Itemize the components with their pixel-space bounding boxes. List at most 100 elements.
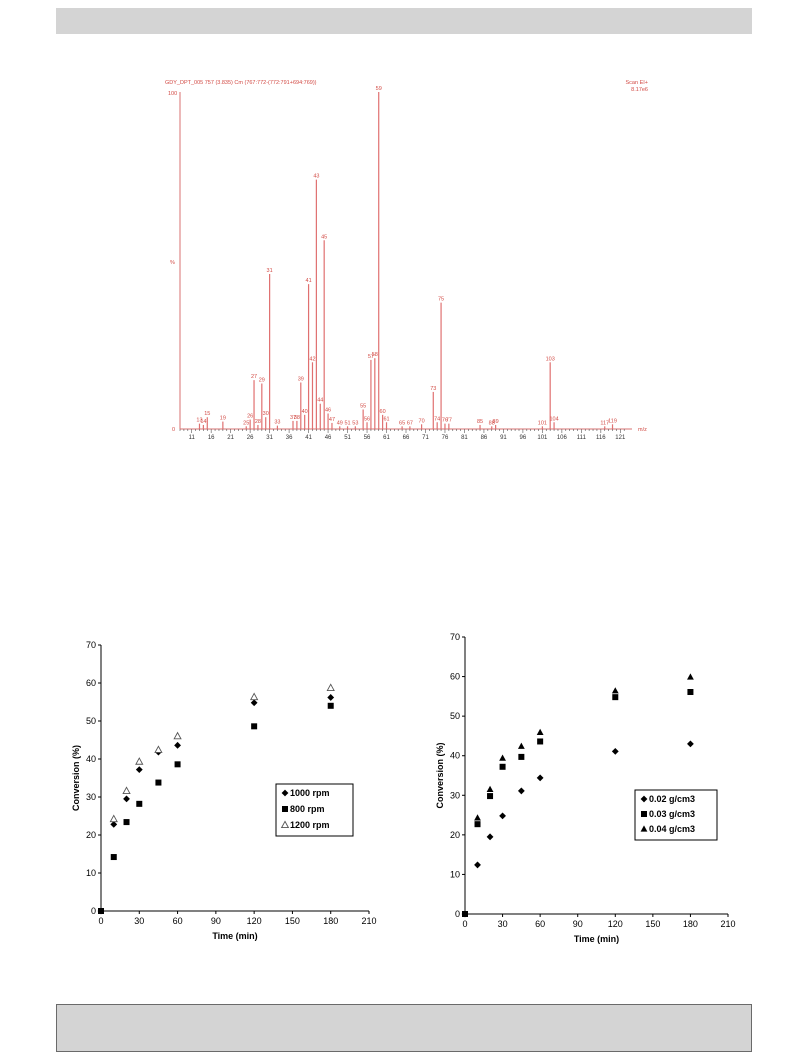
data-point xyxy=(122,786,131,794)
x-tick-label: 0 xyxy=(462,919,467,929)
data-point xyxy=(250,699,258,707)
ms-x-label: m/z xyxy=(638,427,647,433)
legend-marker xyxy=(281,789,289,797)
ms-peak-label: 51 xyxy=(344,420,350,426)
y-axis-title: Conversion (%) xyxy=(71,745,81,811)
data-point xyxy=(611,687,619,694)
data-point xyxy=(687,673,694,680)
ms-peak-label: 67 xyxy=(407,420,413,426)
y-tick-label: 30 xyxy=(450,790,460,800)
data-point xyxy=(327,702,334,709)
ms-x-tick-label: 36 xyxy=(286,435,293,441)
ms-peak-label: 13 xyxy=(196,418,202,424)
y-tick-label: 50 xyxy=(450,711,460,721)
legend-label: 0.02 g/cm3 xyxy=(649,794,695,804)
data-point xyxy=(611,747,619,755)
ms-x-tick-label: 21 xyxy=(227,435,234,441)
x-tick-label: 180 xyxy=(683,919,698,929)
ms-peak-label: 40 xyxy=(302,409,308,415)
ms-peak-label: 25 xyxy=(243,420,249,426)
x-tick-label: 60 xyxy=(535,919,545,929)
legend-box xyxy=(275,783,354,837)
ms-title: GDY_DPT_005 757 (3.835) Cm (767:772-(772… xyxy=(165,80,317,86)
x-tick-label: 180 xyxy=(323,916,338,926)
ms-x-tick-label: 86 xyxy=(481,435,488,441)
ms-x-tick-label: 16 xyxy=(208,435,215,441)
footer-box xyxy=(56,1004,752,1052)
y-tick-label: 70 xyxy=(86,640,96,650)
data-point xyxy=(135,766,143,774)
legend-marker xyxy=(640,795,648,803)
ms-y-top-label: 100 xyxy=(168,91,177,97)
legend-marker xyxy=(280,820,290,829)
ms-peak-label: 59 xyxy=(376,86,382,92)
ms-peak-label: 55 xyxy=(360,403,366,409)
ms-peak-label: 88 xyxy=(489,420,495,426)
ms-peak-label: 45 xyxy=(321,234,327,240)
legend-box xyxy=(634,789,718,841)
ms-peak-label: 26 xyxy=(247,414,253,420)
ms-peak-label: 60 xyxy=(380,409,386,415)
header-bar xyxy=(56,8,752,34)
ms-peak-label: 28 xyxy=(255,419,261,425)
ms-peak-label: 119 xyxy=(608,418,617,424)
ms-peak-label: 41 xyxy=(306,278,312,284)
ms-peak-label: 65 xyxy=(399,420,405,426)
data-point xyxy=(687,689,694,696)
ms-peak-label: 42 xyxy=(309,356,315,362)
y-tick-label: 30 xyxy=(86,792,96,802)
data-point xyxy=(499,812,506,820)
data-point xyxy=(251,723,258,730)
ms-x-tick-label: 101 xyxy=(537,435,548,441)
data-point xyxy=(536,728,544,735)
ms-peak-label: 38 xyxy=(294,415,300,421)
legend-marker xyxy=(640,825,648,832)
data-point xyxy=(110,854,117,861)
data-point xyxy=(499,754,506,761)
ms-x-tick-label: 81 xyxy=(461,435,468,441)
data-point xyxy=(327,694,335,701)
ms-peak-label: 58 xyxy=(372,352,378,358)
ms-peak-label: 37 xyxy=(290,415,296,421)
ms-x-tick-label: 11 xyxy=(189,435,196,441)
ms-peak-label: 74 xyxy=(434,416,440,422)
data-point xyxy=(174,761,181,768)
ms-peak-label: 104 xyxy=(549,416,558,422)
data-point xyxy=(98,908,104,914)
ms-peak-label: 57 xyxy=(368,354,374,360)
data-point xyxy=(474,814,481,821)
x-tick-label: 150 xyxy=(285,916,300,926)
ms-x-tick-label: 71 xyxy=(422,435,429,441)
ms-peak-label: 76 xyxy=(442,418,448,424)
x-tick-label: 210 xyxy=(361,916,376,926)
data-point xyxy=(687,740,694,748)
x-tick-label: 150 xyxy=(645,919,660,929)
ms-x-tick-label: 111 xyxy=(577,435,587,441)
ms-peak-label: 39 xyxy=(298,376,304,382)
data-point xyxy=(474,861,481,869)
ms-x-tick-label: 76 xyxy=(442,435,449,441)
ms-peak-label: 30 xyxy=(263,411,269,417)
ms-peak-label: 27 xyxy=(251,374,257,380)
ms-peak-label: 15 xyxy=(204,411,210,417)
ms-x-tick-label: 91 xyxy=(500,435,507,441)
ms-x-tick-label: 56 xyxy=(364,435,371,441)
ms-peak-label: 56 xyxy=(364,416,370,422)
ms-peak-label: 33 xyxy=(274,420,280,426)
x-tick-label: 90 xyxy=(573,919,583,929)
x-tick-label: 210 xyxy=(720,919,735,929)
ms-x-tick-label: 26 xyxy=(247,435,254,441)
x-tick-label: 60 xyxy=(173,916,183,926)
legend-label: 1200 rpm xyxy=(290,820,330,830)
y-tick-label: 40 xyxy=(450,751,460,761)
ms-x-tick-label: 51 xyxy=(344,435,351,441)
ms-peak-label: 46 xyxy=(325,407,331,413)
legend-label: 800 rpm xyxy=(290,804,325,814)
ms-peak-label: 19 xyxy=(220,416,226,422)
data-point xyxy=(487,793,494,800)
data-point xyxy=(499,763,506,770)
ms-x-tick-label: 106 xyxy=(557,435,568,441)
y-tick-label: 60 xyxy=(86,678,96,688)
